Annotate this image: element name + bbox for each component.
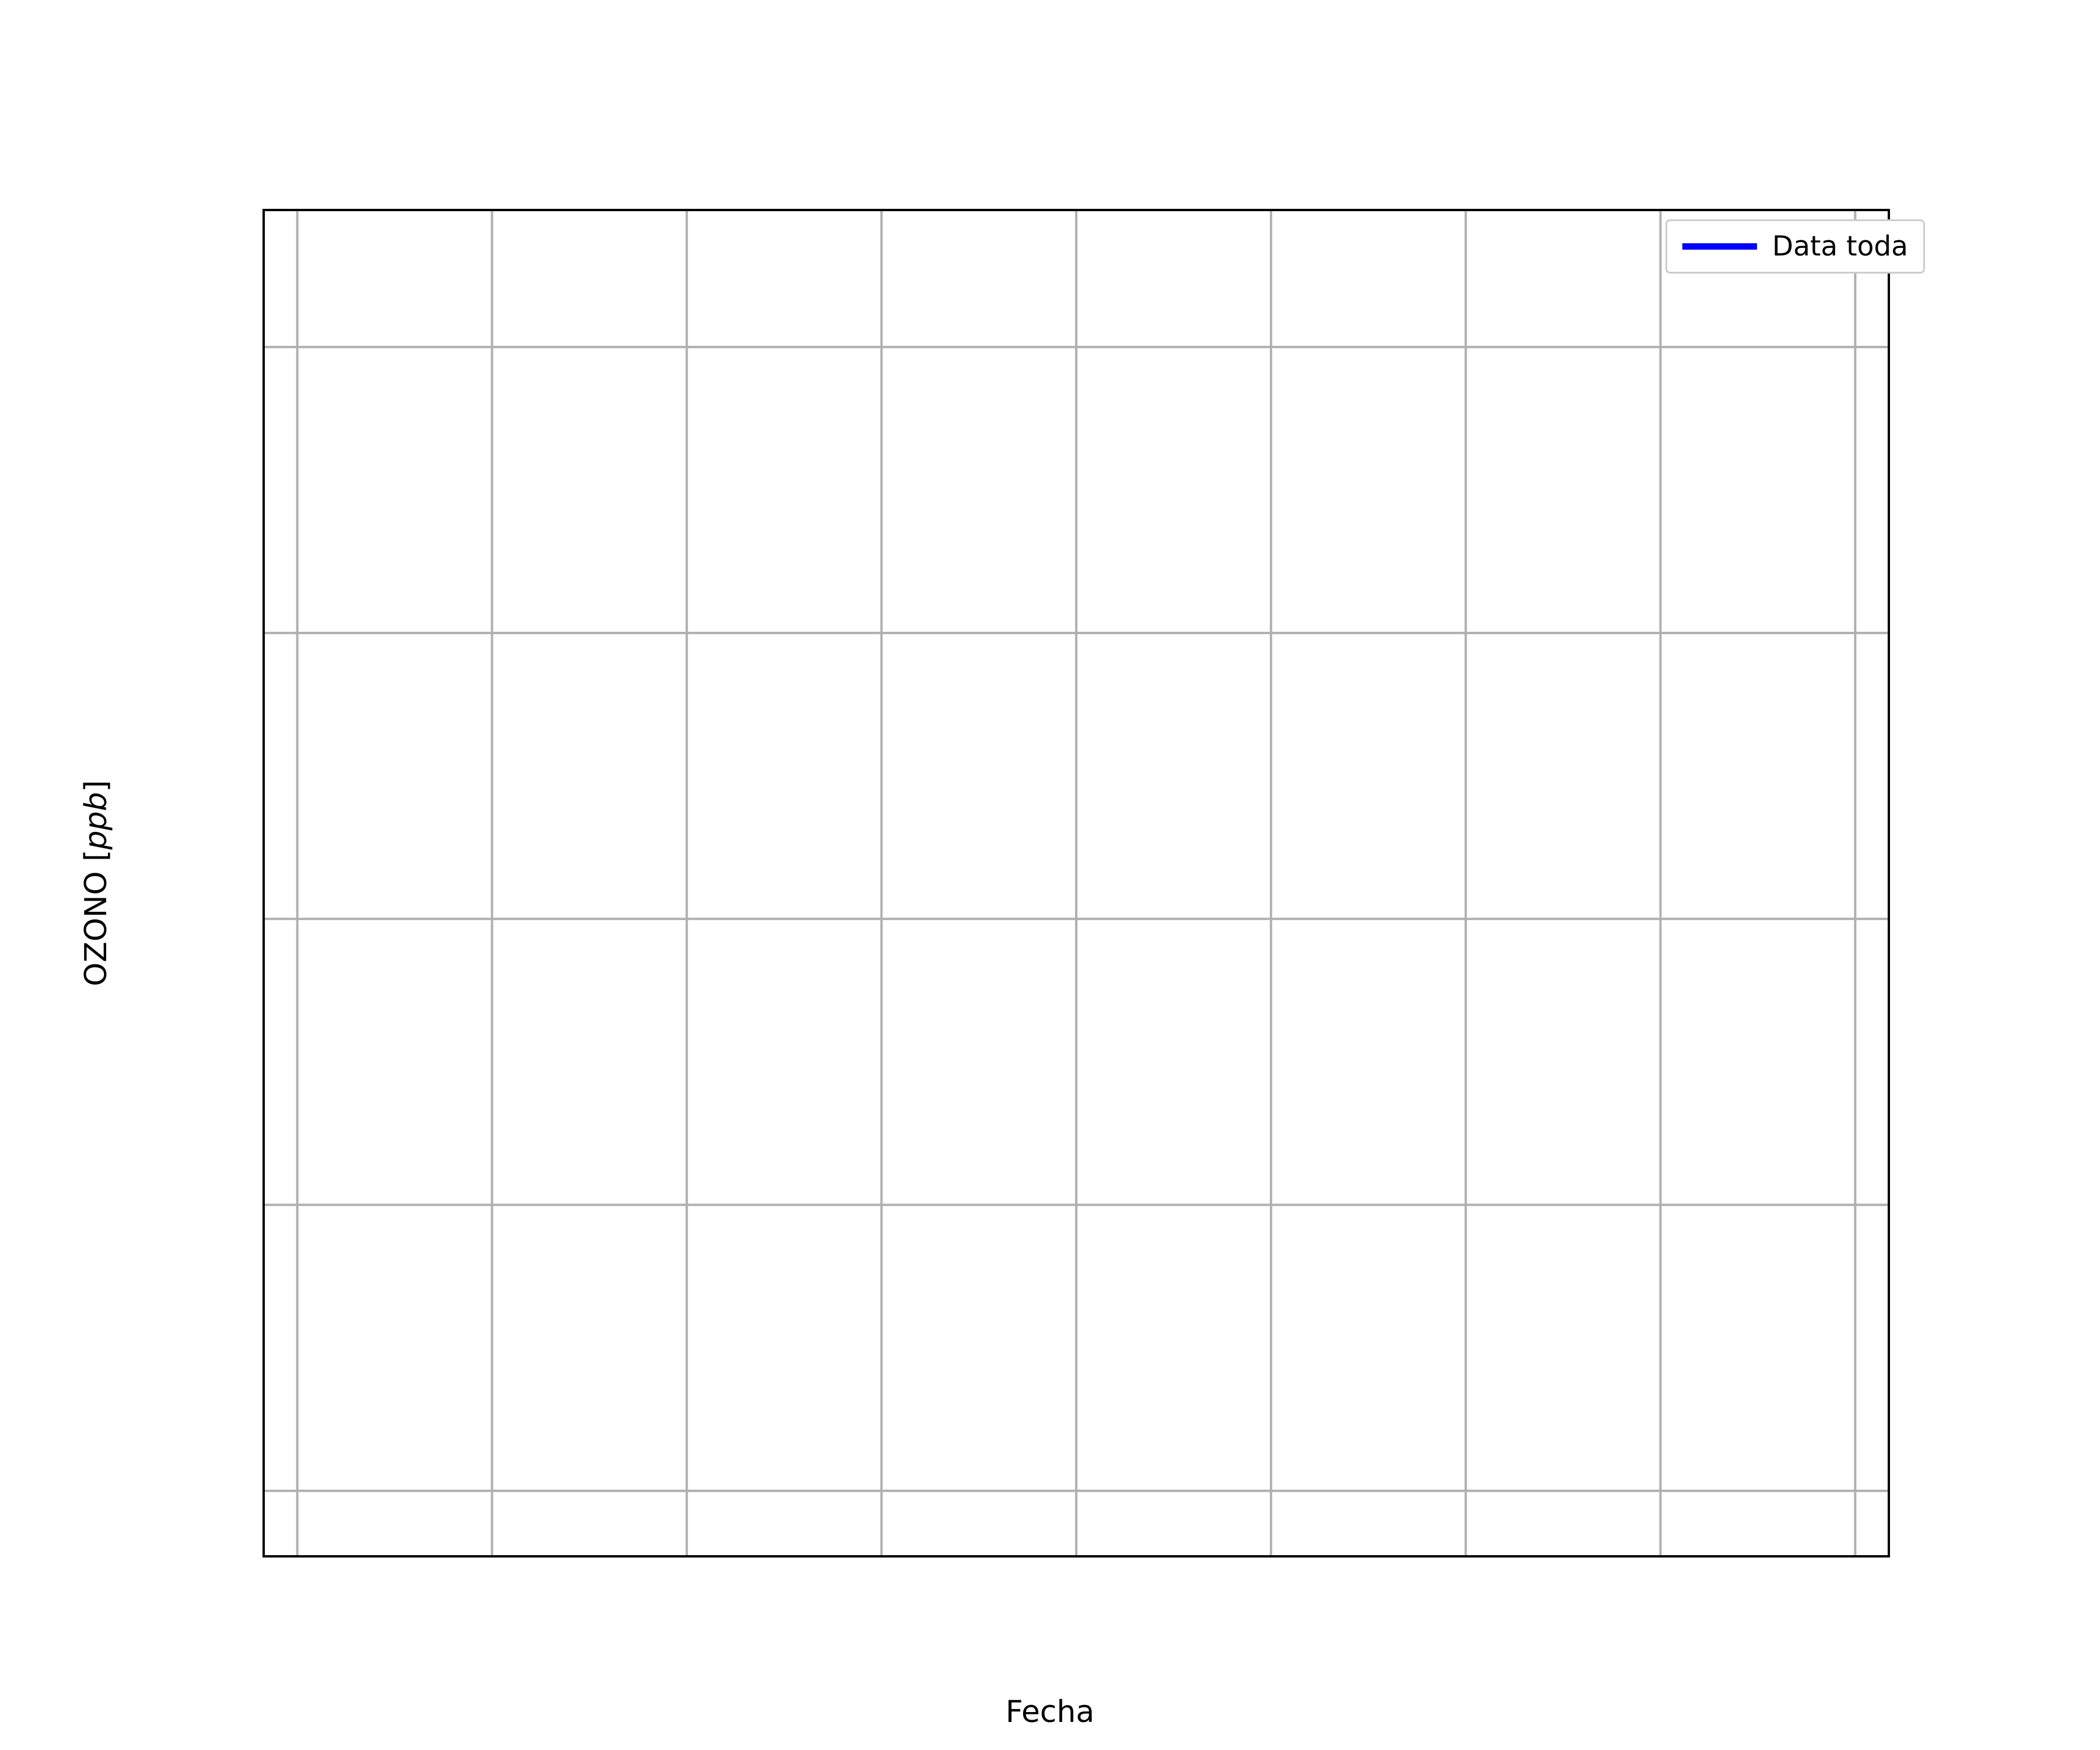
grid-layer bbox=[265, 211, 1888, 1555]
y-axis-title-unit: ppb bbox=[79, 792, 114, 850]
x-axis-title: Fecha bbox=[1005, 1695, 1095, 1730]
legend-line-swatch bbox=[1682, 243, 1757, 250]
y-axis-title-open-bracket: [ bbox=[79, 849, 114, 872]
y-axis-title: OZONO [ppb] bbox=[79, 780, 114, 986]
y-axis-title-wrapper: OZONO [ppb] bbox=[79, 0, 114, 1750]
plot-area bbox=[262, 209, 1890, 1558]
legend[interactable]: Data toda bbox=[1665, 219, 1925, 274]
data-line-layer bbox=[265, 211, 1888, 1555]
legend-label: Data toda bbox=[1772, 230, 1908, 262]
y-axis-title-name: OZONO bbox=[79, 871, 114, 986]
y-axis-title-close-bracket: ] bbox=[79, 780, 114, 792]
